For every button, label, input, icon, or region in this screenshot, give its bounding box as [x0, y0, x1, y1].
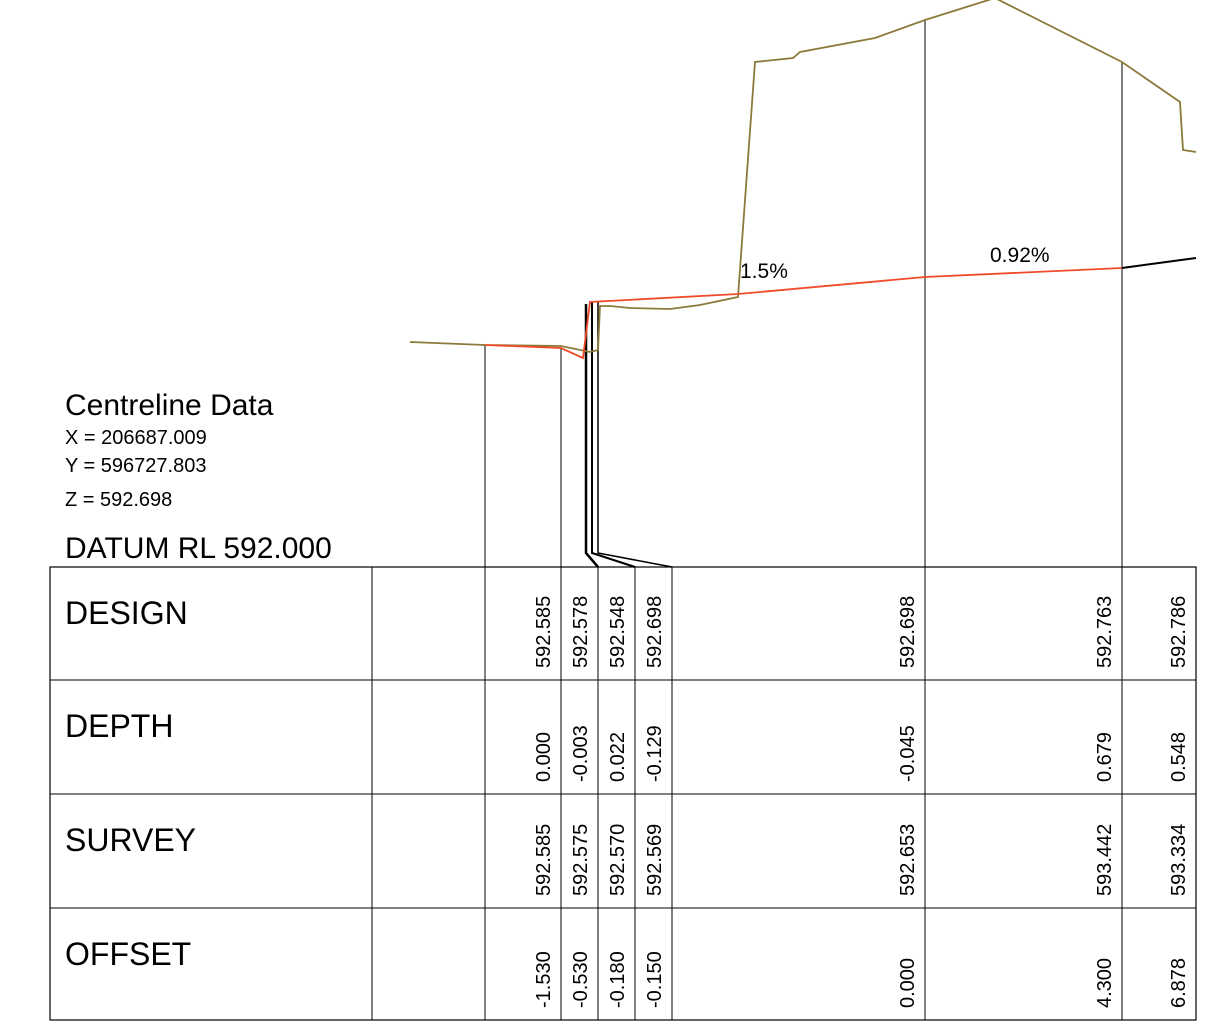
design-line	[484, 267, 1123, 360]
centreline-title: Centreline Data	[65, 389, 274, 422]
cell-value: 592.653	[897, 824, 919, 896]
cell-value: 592.569	[644, 824, 666, 896]
cell-value: -0.150	[644, 951, 666, 1008]
cell-value: -0.180	[607, 951, 629, 1008]
cell-value: -0.530	[570, 951, 592, 1008]
row-label: DEPTH	[65, 708, 173, 744]
design-line	[1121, 257, 1197, 269]
cell-value: 0.548	[1168, 732, 1190, 782]
row-label: OFFSET	[65, 936, 191, 972]
cell-value: 592.578	[570, 596, 592, 668]
cell-value: 593.334	[1168, 824, 1190, 896]
cell-value: 592.548	[607, 596, 629, 668]
cell-value: 0.022	[607, 732, 629, 782]
row-label: SURVEY	[65, 822, 196, 858]
coord: Y = 596727.803	[65, 455, 206, 477]
cell-value: 592.698	[897, 596, 919, 668]
kerb-line	[584, 304, 599, 568]
grade-label: 0.92%	[990, 244, 1050, 267]
cell-value: 0.679	[1094, 732, 1116, 782]
cell-value: 592.786	[1168, 596, 1190, 668]
profile	[409, 0, 1197, 568]
coord: Z = 592.698	[65, 489, 172, 511]
cell-value: -0.003	[570, 725, 592, 782]
kerb-line	[591, 302, 636, 568]
cell-value: 592.698	[644, 596, 666, 668]
survey-line	[409, 0, 1197, 353]
cell-value: 4.300	[1094, 958, 1116, 1008]
row-label: DESIGN	[65, 595, 188, 631]
cell-value: -1.530	[533, 951, 555, 1008]
cell-value: 0.000	[533, 732, 555, 782]
coord: X = 206687.009	[65, 427, 207, 449]
cell-value: 592.570	[607, 824, 629, 896]
cell-value: 592.585	[533, 596, 555, 668]
datum: DATUM RL 592.000	[65, 532, 332, 565]
cell-value: -0.045	[897, 725, 919, 782]
data-table: DESIGN 592.585 592.578 592.548 592.698 592.69…	[49, 566, 1197, 1021]
kerb-line	[597, 302, 673, 568]
cell-value: 592.585	[533, 824, 555, 896]
cell-value: -0.129	[644, 725, 666, 782]
cell-value: 6.878	[1168, 958, 1190, 1008]
cell-value: 592.763	[1094, 596, 1116, 668]
cell-value: 592.575	[570, 824, 592, 896]
grade-label: 1.5%	[740, 260, 788, 283]
cell-value: 0.000	[897, 958, 919, 1008]
cell-value: 593.442	[1094, 824, 1116, 896]
